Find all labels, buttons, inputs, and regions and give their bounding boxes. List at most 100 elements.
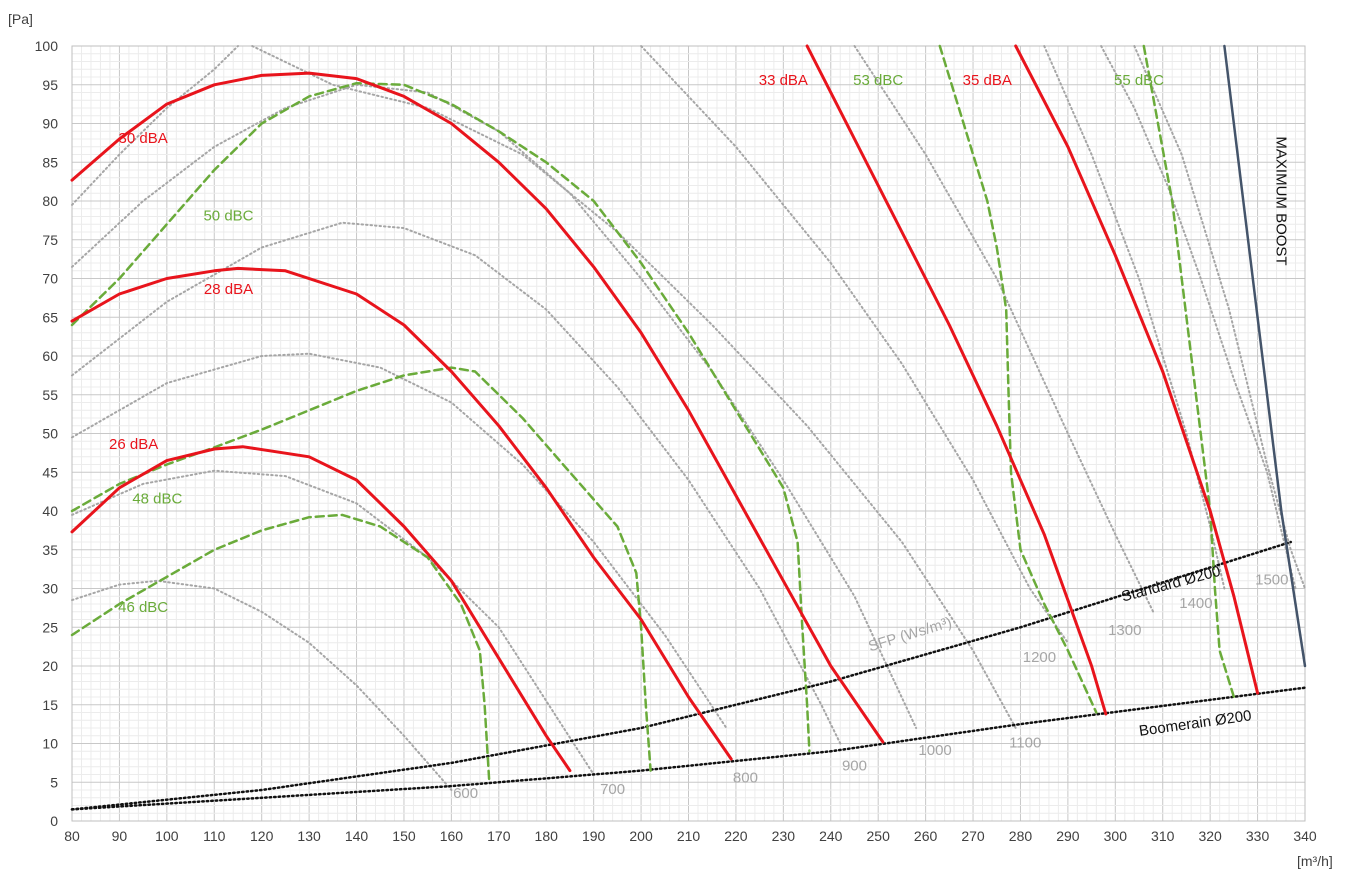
curve-26-dba bbox=[70, 445, 572, 773]
label-900: 900 bbox=[842, 758, 867, 775]
x-tick-label: 270 bbox=[961, 828, 985, 844]
x-tick-label: 170 bbox=[487, 828, 511, 844]
y-axis-unit: [Pa] bbox=[8, 11, 33, 27]
x-tick-label: 210 bbox=[677, 828, 701, 844]
x-tick-label: 310 bbox=[1151, 828, 1175, 844]
y-tick-label: 65 bbox=[42, 309, 58, 325]
y-tick-label: 80 bbox=[42, 193, 58, 209]
curve-900 bbox=[71, 221, 842, 745]
y-tick-label: 0 bbox=[50, 813, 58, 829]
curve-1300 bbox=[853, 45, 1155, 613]
curve-600 bbox=[71, 579, 453, 791]
axis-ticks: 80 90 100 110 120 130 140 150 160 170 180 190 200 210… bbox=[35, 38, 1317, 844]
y-tick-label: 30 bbox=[42, 581, 58, 597]
x-tick-label: 290 bbox=[1056, 828, 1080, 844]
label-maximum-boost: MAXIMUM BOOST bbox=[1273, 136, 1290, 265]
label-28-dba: 28 dBA bbox=[204, 281, 253, 298]
curve-1100 bbox=[71, 45, 239, 206]
y-tick-label: 45 bbox=[42, 464, 58, 480]
label-30-dba: 30 dBA bbox=[119, 130, 168, 147]
label-26-dba: 26 dBA bbox=[109, 436, 158, 453]
label-1200: 1200 bbox=[1023, 649, 1056, 666]
y-tick-label: 90 bbox=[42, 116, 58, 132]
label-1500: 1500 bbox=[1255, 572, 1288, 589]
x-tick-label: 230 bbox=[772, 828, 796, 844]
curve-1100b bbox=[251, 45, 1017, 729]
label-55-dbc: 55 dBC bbox=[1114, 72, 1164, 89]
x-tick-label: 190 bbox=[582, 828, 606, 844]
curve-700 bbox=[71, 469, 595, 776]
x-tick-label: 320 bbox=[1198, 828, 1222, 844]
curve-53-dbc bbox=[938, 44, 1098, 714]
curve-46-dbc bbox=[70, 513, 491, 784]
y-tick-label: 15 bbox=[42, 697, 58, 713]
curve-33-dba bbox=[805, 44, 1108, 716]
x-tick-label: 240 bbox=[819, 828, 843, 844]
curve-35-dba bbox=[1014, 44, 1260, 695]
plot-frame bbox=[71, 45, 1306, 822]
label-1100: 1100 bbox=[1009, 734, 1041, 751]
y-tick-label: 40 bbox=[42, 503, 58, 519]
x-tick-label: 140 bbox=[345, 828, 369, 844]
x-tick-label: 220 bbox=[724, 828, 748, 844]
label-50-dbc: 50 dBC bbox=[203, 207, 253, 224]
x-tick-label: 340 bbox=[1293, 828, 1317, 844]
x-tick-label: 100 bbox=[155, 828, 179, 844]
x-tick-label: 280 bbox=[1009, 828, 1033, 844]
y-tick-label: 55 bbox=[42, 387, 58, 403]
curve-30-dba bbox=[70, 71, 885, 744]
curve-1500 bbox=[1133, 45, 1306, 590]
y-tick-label: 100 bbox=[35, 38, 59, 54]
y-tick-label: 85 bbox=[42, 154, 58, 170]
y-tick-label: 20 bbox=[42, 658, 58, 674]
x-tick-label: 160 bbox=[440, 828, 464, 844]
x-tick-label: 110 bbox=[203, 828, 226, 844]
label-800: 800 bbox=[733, 769, 758, 786]
curve-boomerain-200 bbox=[70, 686, 1307, 811]
y-tick-label: 70 bbox=[42, 271, 58, 287]
curve-28-dba bbox=[70, 266, 733, 761]
x-tick-label: 250 bbox=[867, 828, 891, 844]
label-53-dbc: 53 dBC bbox=[853, 72, 903, 89]
y-tick-label: 60 bbox=[42, 348, 58, 364]
x-tick-label: 120 bbox=[250, 828, 274, 844]
label-35-dba: 35 dBA bbox=[963, 72, 1012, 89]
curve-55-dbc bbox=[1142, 44, 1236, 699]
label-1000: 1000 bbox=[918, 742, 951, 759]
curve-1000 bbox=[71, 83, 918, 729]
y-tick-label: 5 bbox=[50, 774, 58, 790]
y-tick-label: 35 bbox=[42, 542, 58, 558]
x-tick-label: 150 bbox=[392, 828, 416, 844]
y-tick-label: 95 bbox=[42, 77, 58, 93]
curve-maximum-boost bbox=[1223, 44, 1307, 668]
curve-50-dbc bbox=[70, 81, 811, 753]
label-1300: 1300 bbox=[1108, 622, 1141, 639]
label-48-dbc: 48 dBC bbox=[132, 490, 182, 507]
y-tick-label: 25 bbox=[42, 619, 58, 635]
x-tick-label: 260 bbox=[914, 828, 938, 844]
label-46-dbc: 46 dBC bbox=[118, 599, 168, 616]
x-axis-unit: [m³/h] bbox=[1297, 853, 1333, 869]
y-tick-label: 50 bbox=[42, 426, 58, 442]
y-tick-label: 10 bbox=[42, 736, 58, 752]
label-1400: 1400 bbox=[1179, 595, 1212, 612]
x-tick-label: 180 bbox=[535, 828, 559, 844]
curve-labels: 30 dBA 28 dBA 26 dBA 33 dBA 35 dBA 50 dBC 48 d… bbox=[109, 72, 1290, 802]
y-tick-label: 75 bbox=[42, 232, 58, 248]
curve-48-dbc bbox=[70, 366, 652, 772]
grid bbox=[71, 45, 1306, 822]
x-tick-label: 130 bbox=[297, 828, 321, 844]
label-33-dba: 33 dBA bbox=[759, 72, 808, 89]
x-tick-label: 200 bbox=[629, 828, 653, 844]
curves bbox=[70, 44, 1307, 811]
x-tick-label: 90 bbox=[112, 828, 128, 844]
curve-standard-200 bbox=[70, 540, 1293, 811]
x-tick-label: 330 bbox=[1246, 828, 1270, 844]
label-700: 700 bbox=[600, 781, 625, 798]
curve-1500b bbox=[1100, 45, 1297, 590]
x-tick-label: 80 bbox=[64, 828, 80, 844]
curve-800 bbox=[71, 352, 728, 729]
curve-1200 bbox=[640, 45, 1069, 644]
x-tick-label: 300 bbox=[1104, 828, 1128, 844]
